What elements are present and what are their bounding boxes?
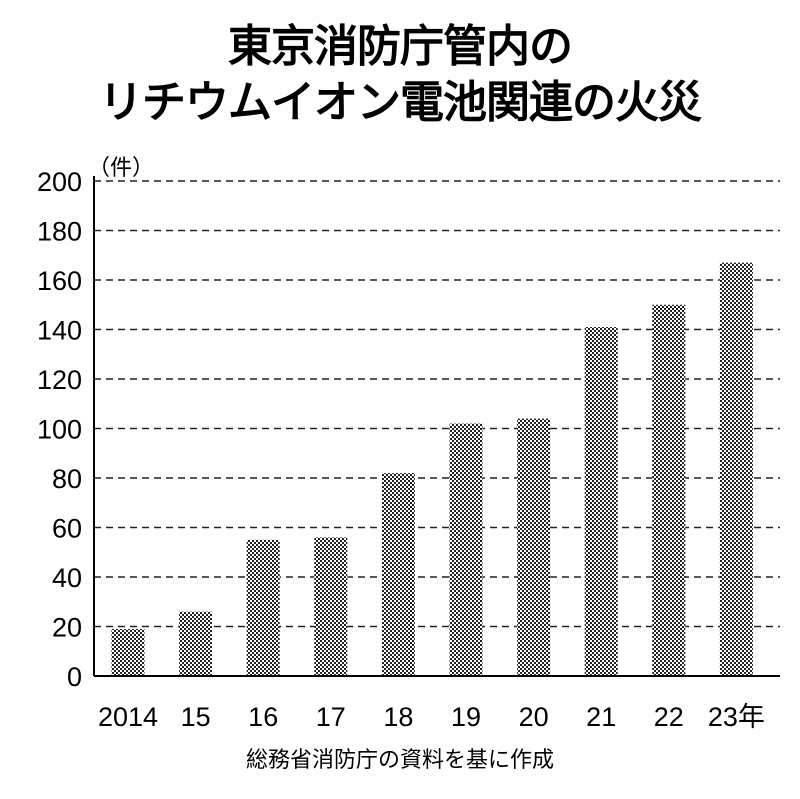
y-tick-label: 120 [37, 365, 82, 395]
x-tick-label: 20 [519, 702, 549, 732]
y-tick-label: 40 [52, 563, 82, 593]
y-tick-label: 100 [37, 415, 82, 445]
x-tick-label: 21 [586, 702, 616, 732]
bar [449, 423, 483, 676]
x-tick-label: 2014 [98, 702, 158, 732]
bar [584, 327, 618, 676]
x-tick-label: 18 [383, 702, 413, 732]
x-tick-label: 16 [248, 702, 278, 732]
bar [111, 628, 145, 676]
y-tick-label: 180 [37, 217, 82, 247]
y-tick-label: 140 [37, 316, 82, 346]
y-axis-unit: （件） [88, 156, 155, 181]
bar [314, 537, 348, 676]
bar [652, 304, 686, 676]
chart-title-line2: リチウムイオン電池関連の火災 [99, 77, 702, 128]
x-tick-label: 17 [316, 702, 346, 732]
bar [381, 473, 415, 676]
bar [246, 539, 280, 676]
chart-title-line1: 東京消防庁管内の [228, 21, 573, 72]
y-tick-label: 60 [52, 514, 82, 544]
source-note: 総務省消防庁の資料を基に作成 [245, 748, 554, 773]
bar [719, 262, 753, 676]
bar [517, 418, 551, 676]
x-tick-label: 15 [181, 702, 211, 732]
y-tick-label: 0 [67, 662, 82, 692]
y-tick-label: 20 [52, 613, 82, 643]
bar [179, 611, 213, 676]
y-tick-label: 200 [37, 167, 82, 197]
x-tick-label: 22 [654, 702, 684, 732]
x-tick-label: 23年 [708, 702, 765, 732]
x-tick-label: 19 [451, 702, 481, 732]
y-tick-label: 80 [52, 464, 82, 494]
y-tick-label: 160 [37, 266, 82, 296]
